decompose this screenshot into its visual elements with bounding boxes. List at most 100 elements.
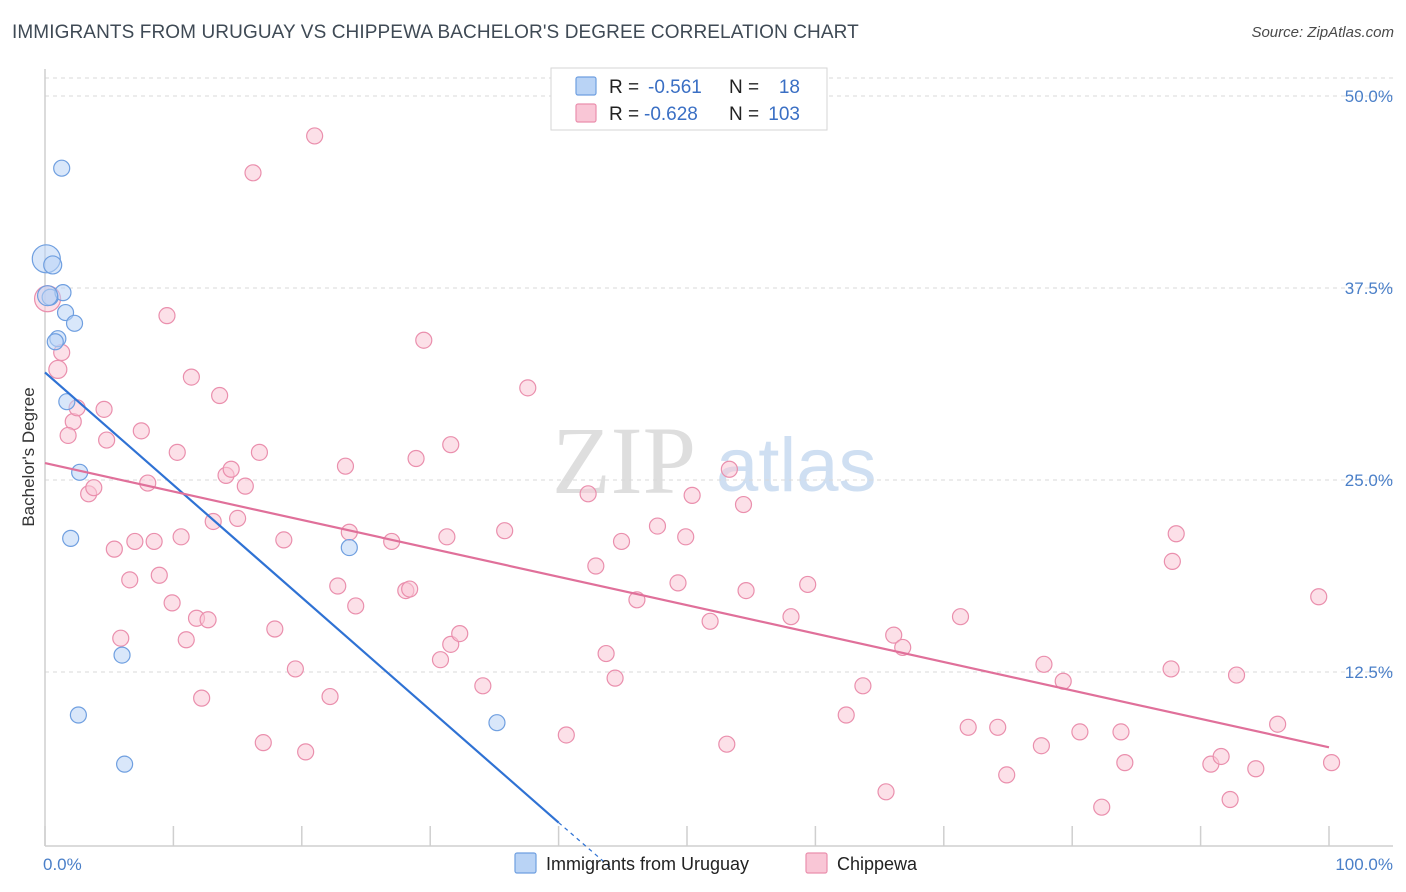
chippewa-point-28 bbox=[211, 386, 229, 405]
chippewa-point-45 bbox=[347, 597, 365, 615]
chippewa-point-50 bbox=[415, 331, 433, 349]
x-tick-marks bbox=[44, 826, 1330, 846]
chippewa-point-25 bbox=[193, 689, 211, 707]
chippewa-point-10 bbox=[105, 540, 123, 558]
chippewa-point-54 bbox=[438, 528, 456, 546]
chippewa-point-30 bbox=[222, 460, 240, 478]
series-uruguay-points bbox=[31, 159, 506, 773]
chippewa-point-87 bbox=[1035, 655, 1053, 673]
uruguay-point-12 bbox=[113, 646, 131, 664]
legend-n-value-chippewa: 103 bbox=[768, 104, 800, 125]
chippewa-point-83 bbox=[959, 718, 977, 736]
chippewa-point-60 bbox=[579, 485, 597, 503]
legend-bottom-label-uruguay: Immigrants from Uruguay bbox=[546, 854, 749, 874]
uruguay-point-9 bbox=[53, 159, 71, 177]
chippewa-point-57 bbox=[496, 522, 514, 540]
chippewa-point-43 bbox=[336, 457, 355, 475]
axes bbox=[44, 69, 1393, 847]
legend-swatch-chippewa bbox=[575, 103, 597, 123]
chippewa-point-72 bbox=[720, 460, 738, 478]
chippewa-point-36 bbox=[266, 620, 284, 638]
chippewa-point-11 bbox=[112, 629, 130, 647]
chippewa-point-56 bbox=[474, 677, 492, 695]
chippewa-point-103 bbox=[1322, 754, 1341, 772]
chippewa-point-59 bbox=[557, 726, 575, 744]
watermark-atlas: atlas bbox=[716, 423, 877, 508]
y-axis-label: Bachelor's Degree bbox=[19, 387, 38, 526]
trend-lines bbox=[44, 371, 1330, 868]
y-tick-label-2: 37.5% bbox=[1345, 279, 1393, 298]
uruguay-point-11 bbox=[62, 529, 80, 547]
chippewa-point-53 bbox=[451, 624, 469, 643]
legend-r-label-chippewa: R = bbox=[609, 104, 639, 125]
chippewa-point-68 bbox=[677, 528, 695, 546]
y-tick-labels: 12.5% 25.0% 37.5% 50.0% bbox=[1345, 87, 1393, 682]
legend-top: R = -0.561 N = 18 R = -0.628 N = 103 bbox=[550, 67, 828, 131]
chippewa-point-98 bbox=[1221, 790, 1239, 809]
chippewa-point-19 bbox=[163, 594, 181, 612]
chippewa-point-13 bbox=[126, 532, 144, 551]
x-tick-label-1: 100.0% bbox=[1335, 855, 1393, 874]
chippewa-point-64 bbox=[612, 532, 631, 551]
chippewa-point-39 bbox=[297, 743, 315, 761]
chippewa-point-12 bbox=[121, 571, 139, 589]
uruguay-point-14 bbox=[116, 755, 134, 773]
watermark-zip: ZIP bbox=[552, 407, 696, 514]
chippewa-point-67 bbox=[669, 574, 687, 592]
legend-swatch-uruguay bbox=[575, 76, 597, 96]
chippewa-point-90 bbox=[1093, 798, 1111, 816]
x-tick-labels: 0.0% 100.0% bbox=[43, 855, 1393, 874]
uruguay-trend-line bbox=[44, 371, 560, 824]
chippewa-point-20 bbox=[168, 443, 186, 461]
chippewa-point-79 bbox=[877, 783, 895, 801]
chippewa-point-18 bbox=[158, 307, 176, 325]
chippewa-point-92 bbox=[1116, 754, 1134, 772]
chippewa-point-95 bbox=[1167, 525, 1185, 543]
chippewa-point-102 bbox=[1310, 588, 1328, 606]
chippewa-point-82 bbox=[951, 608, 970, 626]
chippewa-point-34 bbox=[250, 443, 269, 461]
chippewa-point-93 bbox=[1162, 660, 1180, 678]
chippewa-point-71 bbox=[718, 735, 736, 753]
chippewa-point-86 bbox=[1032, 737, 1050, 755]
x-tick-label-0: 0.0% bbox=[43, 855, 82, 874]
legend-r-value-uruguay: -0.561 bbox=[648, 77, 702, 98]
chippewa-point-7 bbox=[85, 479, 103, 497]
chippewa-point-80 bbox=[885, 626, 903, 644]
chippewa-point-89 bbox=[1071, 723, 1089, 741]
chippewa-point-41 bbox=[321, 687, 339, 706]
chippewa-point-31 bbox=[229, 509, 247, 528]
chippewa-point-77 bbox=[837, 706, 855, 724]
uruguay-point-15 bbox=[340, 538, 358, 557]
chippewa-point-35 bbox=[254, 734, 272, 752]
chippewa-trend-line bbox=[44, 462, 1330, 749]
chippewa-point-8 bbox=[95, 400, 113, 418]
chippewa-point-78 bbox=[854, 677, 872, 695]
legend-r-value-chippewa: -0.628 bbox=[644, 104, 698, 125]
chippewa-point-62 bbox=[597, 644, 615, 663]
chippewa-point-40 bbox=[306, 127, 324, 145]
chippewa-point-38 bbox=[286, 660, 304, 678]
chippewa-point-9 bbox=[98, 431, 116, 449]
chippewa-point-26 bbox=[199, 611, 217, 629]
uruguay-point-7 bbox=[46, 333, 64, 351]
chippewa-point-69 bbox=[683, 486, 701, 504]
chippewa-point-33 bbox=[244, 164, 262, 182]
legend-n-label-uruguay: N = bbox=[729, 77, 759, 98]
legend-bottom-swatch-chippewa bbox=[805, 852, 828, 874]
chippewa-point-66 bbox=[648, 517, 667, 535]
legend-n-label-chippewa: N = bbox=[729, 104, 759, 125]
chippewa-point-74 bbox=[737, 581, 755, 600]
chippewa-point-58 bbox=[519, 379, 537, 397]
uruguay-point-16 bbox=[488, 714, 506, 732]
chippewa-point-84 bbox=[989, 718, 1007, 736]
y-tick-label-3: 50.0% bbox=[1345, 87, 1393, 106]
chippewa-point-49 bbox=[407, 449, 425, 468]
chippewa-point-99 bbox=[1227, 666, 1246, 684]
legend-bottom-swatch-uruguay bbox=[514, 852, 537, 874]
chippewa-point-94 bbox=[1163, 552, 1181, 571]
legend-bottom-label-chippewa: Chippewa bbox=[837, 854, 918, 874]
chippewa-point-5 bbox=[59, 426, 77, 445]
chart-title: IMMIGRANTS FROM URUGUAY VS CHIPPEWA BACH… bbox=[12, 22, 859, 43]
